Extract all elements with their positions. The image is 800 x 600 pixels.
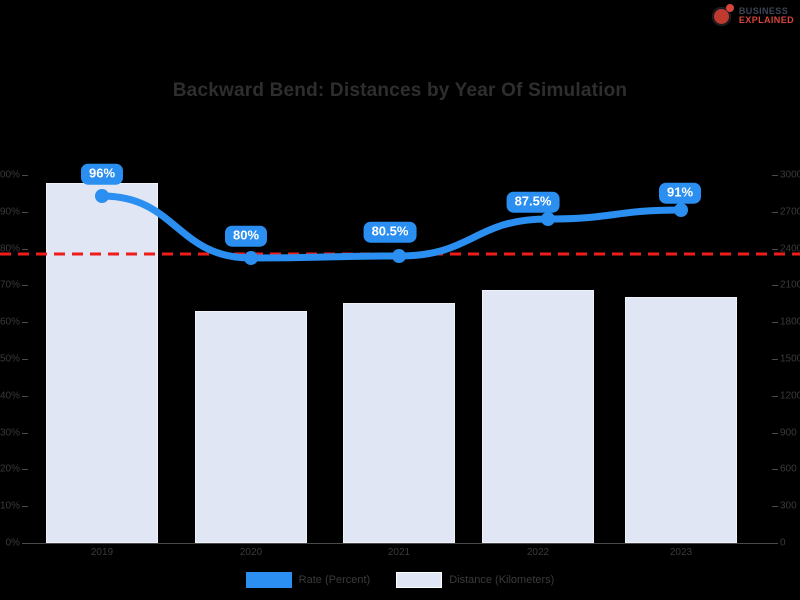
y-axis-right-tick <box>772 211 778 213</box>
plot-area: 100%300090%270080%240070%210060%180050%1… <box>0 163 800 558</box>
y-axis-left-label: 100% <box>0 169 20 181</box>
y-axis-left-label: 80% <box>0 243 20 255</box>
bar-2021[interactable] <box>343 303 455 543</box>
data-label-2022: 87.5% <box>506 191 560 213</box>
y-axis-right-label: 0 <box>780 537 786 549</box>
y-axis-left-tick <box>22 322 28 324</box>
y-axis-left-tick <box>22 248 28 250</box>
legend-label: Rate (Percent) <box>298 574 371 586</box>
bar-2023[interactable] <box>625 297 737 543</box>
legend-item-1[interactable]: Rate (Percent) <box>245 572 371 588</box>
data-label-2023: 91% <box>658 182 702 204</box>
y-axis-left-label: 20% <box>0 463 20 475</box>
legend-label: Distance (Kilometers) <box>449 574 555 586</box>
y-axis-right-label: 1200 <box>780 390 800 402</box>
chart-legend: Rate (Percent) Distance (Kilometers) <box>0 572 800 588</box>
y-axis-left-label: 90% <box>0 206 20 218</box>
y-axis-left-tick <box>22 211 28 213</box>
y-axis-left-label: 40% <box>0 390 20 402</box>
y-axis-left-tick <box>22 285 28 287</box>
y-axis-left-tick <box>22 543 28 544</box>
y-axis-right-label: 3000 <box>780 169 800 181</box>
y-axis-right-tick <box>772 506 778 508</box>
y-axis-left-label: 70% <box>0 279 20 291</box>
x-axis-label-2022: 2022 <box>526 547 550 558</box>
y-axis-right-tick <box>772 432 778 434</box>
y-axis-right-label: 300 <box>780 500 797 512</box>
y-axis-right-label: 2400 <box>780 243 800 255</box>
x-axis-line <box>27 543 773 544</box>
y-axis-right-tick <box>772 543 778 544</box>
y-axis-right-label: 2700 <box>780 206 800 218</box>
y-axis-right-label: 2100 <box>780 279 800 291</box>
data-label-2019: 96% <box>80 163 124 185</box>
line-marker-2022[interactable] <box>541 212 555 226</box>
y-axis-right-tick <box>772 285 778 287</box>
y-axis-right-tick <box>772 469 778 471</box>
circle-emblem-icon <box>711 4 735 28</box>
brand-logo-line1: BUSINESS <box>738 5 789 16</box>
y-axis-left-label: 50% <box>0 353 20 365</box>
bar-2022[interactable] <box>482 290 594 543</box>
y-axis-left-label: 10% <box>0 500 20 512</box>
y-axis-left-tick <box>22 432 28 434</box>
y-axis-right-label: 900 <box>780 427 797 439</box>
y-axis-right-label: 1800 <box>780 316 800 328</box>
line-marker-2020[interactable] <box>244 251 258 265</box>
legend-swatch-bar <box>396 572 443 588</box>
legend-swatch-line <box>245 572 292 588</box>
data-label-2021: 80.5% <box>363 221 417 243</box>
x-axis-label-2020: 2020 <box>239 547 263 558</box>
brand-logo-line2: EXPLAINED <box>738 15 794 25</box>
y-axis-right-tick <box>772 359 778 360</box>
chart-title: Backward Bend: Distances by Year Of Simu… <box>172 80 628 101</box>
y-axis-left-tick <box>22 506 28 508</box>
bar-2020[interactable] <box>195 311 307 543</box>
x-axis-label-2021: 2021 <box>387 547 411 558</box>
y-axis-right-tick <box>772 322 778 324</box>
x-axis-label-2023: 2023 <box>669 547 693 558</box>
data-label-2020: 80% <box>224 225 268 247</box>
brand-logo: BUSINESS EXPLAINED <box>711 4 794 28</box>
y-axis-left-tick <box>22 359 28 360</box>
y-axis-left-tick <box>22 395 28 397</box>
line-marker-2021[interactable] <box>392 249 406 263</box>
y-axis-left-label: 0% <box>5 537 20 549</box>
brand-logo-text: BUSINESS EXPLAINED <box>738 5 794 26</box>
y-axis-right-label: 1500 <box>780 353 800 365</box>
y-axis-left-tick <box>22 175 28 176</box>
y-axis-right-label: 600 <box>780 463 797 475</box>
bar-2019[interactable] <box>46 183 158 543</box>
y-axis-left-label: 30% <box>0 427 20 439</box>
legend-item-2[interactable]: Distance (Kilometers) <box>396 572 554 588</box>
line-marker-2023[interactable] <box>674 203 688 217</box>
y-axis-left-label: 60% <box>0 316 20 328</box>
x-axis-label-2019: 2019 <box>90 547 114 558</box>
y-axis-right-tick <box>772 248 778 250</box>
y-axis-right-tick <box>772 395 778 397</box>
y-axis-right-tick <box>772 175 778 176</box>
y-axis-left-tick <box>22 469 28 471</box>
